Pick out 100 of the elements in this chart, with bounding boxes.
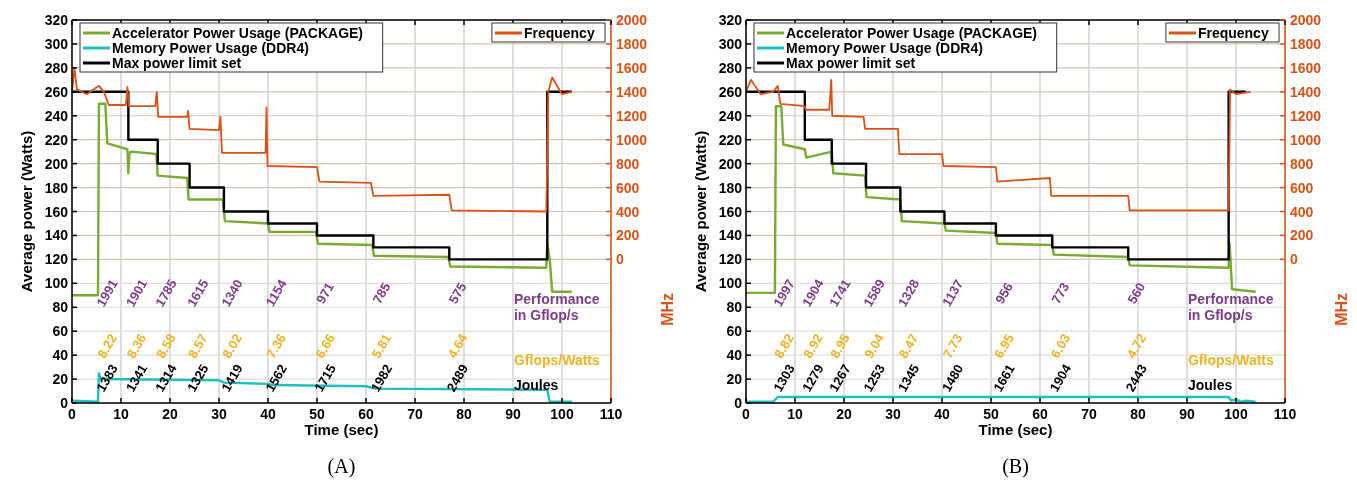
y-tick-label: 220 <box>718 131 743 148</box>
y-tick-label: 200 <box>718 155 743 172</box>
y-tick-label: 320 <box>44 12 69 28</box>
y2-tick-label: 1600 <box>616 59 648 76</box>
x-tick-label: 10 <box>787 406 803 422</box>
annotation: Joules <box>513 377 559 393</box>
y2-axis-title: MHz <box>659 292 676 326</box>
x-tick-label: 60 <box>1032 406 1048 422</box>
y-tick-label: 120 <box>44 251 69 268</box>
y-tick-label: 160 <box>718 203 743 220</box>
y2-tick-label: 800 <box>616 155 640 172</box>
y-tick-label: 320 <box>718 12 743 28</box>
legend-label: Accelerator Power Usage (PACKAGE) <box>112 25 364 41</box>
annotation: 785 <box>369 279 394 307</box>
x-tick-label: 30 <box>885 406 901 422</box>
y2-tick-label: 2000 <box>1290 12 1322 28</box>
x-tick-label: 20 <box>162 406 178 422</box>
y-tick-label: 140 <box>718 227 743 244</box>
y-tick-label: 240 <box>44 107 69 124</box>
x-tick-label: 50 <box>309 406 325 422</box>
y2-tick-label: 200 <box>616 227 640 244</box>
x-axis-title: Time (sec) <box>978 421 1053 438</box>
y-tick-label: 40 <box>726 347 743 364</box>
legend-label: Max power limit set <box>112 55 242 71</box>
y2-tick-label: 1000 <box>1290 131 1322 148</box>
annotation: Gflops/Watts <box>1187 352 1275 368</box>
legend-label: Memory Power Usage (DDR4) <box>112 40 309 56</box>
text: (A) <box>327 455 356 478</box>
y2-tick-label: 1200 <box>1290 107 1322 124</box>
y-tick-label: 40 <box>52 347 69 364</box>
legend-label: Max power limit set <box>786 55 916 71</box>
legend-label: Accelerator Power Usage (PACKAGE) <box>786 25 1038 41</box>
y-tick-label: 100 <box>44 275 69 292</box>
y2-tick-label: 1800 <box>616 35 648 52</box>
y-tick-label: 280 <box>44 59 69 76</box>
annotation: 971 <box>313 279 338 307</box>
y2-tick-label: 400 <box>616 203 640 220</box>
y2-tick-label: 600 <box>616 179 640 196</box>
y2-tick-label: 0 <box>1290 251 1298 268</box>
annotation: Gflops/Watts <box>513 352 601 368</box>
y2-tick-label: 600 <box>1290 179 1314 196</box>
y-tick-label: 60 <box>52 323 69 340</box>
y-tick-label: 80 <box>726 299 743 316</box>
y-tick-label: 0 <box>60 395 69 411</box>
legend-label: Memory Power Usage (DDR4) <box>786 40 983 56</box>
y2-tick-label: 1200 <box>616 107 648 124</box>
y-tick-label: 80 <box>52 299 69 316</box>
y-tick-label: 100 <box>718 275 743 292</box>
y-tick-label: 300 <box>718 35 743 52</box>
y-tick-label: 180 <box>718 179 743 196</box>
x-tick-label: 40 <box>260 406 276 422</box>
x-tick-label: 10 <box>113 406 129 422</box>
x-tick-label: 100 <box>550 406 574 422</box>
y2-tick-label: 1600 <box>1290 59 1322 76</box>
y2-tick-label: 400 <box>1290 203 1314 220</box>
annotation: 560 <box>1124 279 1149 307</box>
y-tick-label: 240 <box>718 107 743 124</box>
x-tick-label: 80 <box>456 406 472 422</box>
y-tick-label: 280 <box>718 59 743 76</box>
y-tick-label: 60 <box>726 323 743 340</box>
x-tick-label: 30 <box>211 406 227 422</box>
y-tick-label: 20 <box>726 371 743 388</box>
x-tick-label: 90 <box>1179 406 1195 422</box>
y2-tick-label: 1400 <box>1290 83 1322 100</box>
y2-tick-label: 1000 <box>616 131 648 148</box>
annotation: Performance in Gflop/s <box>513 291 600 323</box>
x-tick-label: 50 <box>983 406 999 422</box>
legend-label: Frequency <box>1197 25 1269 41</box>
text: (B) <box>1002 455 1029 478</box>
y-tick-label: 180 <box>44 179 69 196</box>
annotation: 773 <box>1048 279 1073 307</box>
annotation: 575 <box>445 279 470 307</box>
y2-tick-label: 1400 <box>616 83 648 100</box>
x-tick-label: 80 <box>1130 406 1146 422</box>
y2-tick-label: 1800 <box>1290 35 1322 52</box>
y-tick-label: 140 <box>44 227 69 244</box>
y-tick-label: 160 <box>44 203 69 220</box>
x-tick-label: 20 <box>836 406 852 422</box>
y-tick-label: 220 <box>44 131 69 148</box>
y-tick-label: 120 <box>718 251 743 268</box>
x-tick-label: 100 <box>1224 406 1248 422</box>
y-tick-label: 0 <box>734 395 743 411</box>
y-tick-label: 200 <box>44 155 69 172</box>
y2-axis-title: MHz <box>1333 292 1350 326</box>
x-tick-label: 70 <box>1081 406 1097 422</box>
legend-label: Frequency <box>523 25 595 41</box>
y-tick-label: 260 <box>718 83 743 100</box>
x-tick-label: 90 <box>505 406 521 422</box>
x-tick-label: 110 <box>599 406 623 422</box>
x-tick-label: 60 <box>358 406 374 422</box>
y2-tick-label: 800 <box>1290 155 1314 172</box>
y2-tick-label: 0 <box>616 251 624 268</box>
x-tick-label: 40 <box>934 406 950 422</box>
line-series <box>745 78 1252 212</box>
y-axis-title: Average power (Watts) <box>18 130 35 293</box>
y-tick-label: 300 <box>44 35 69 52</box>
x-axis-title: Time (sec) <box>304 421 379 438</box>
y-tick-label: 260 <box>44 83 69 100</box>
y2-tick-label: 2000 <box>616 12 648 28</box>
y2-tick-label: 200 <box>1290 227 1314 244</box>
